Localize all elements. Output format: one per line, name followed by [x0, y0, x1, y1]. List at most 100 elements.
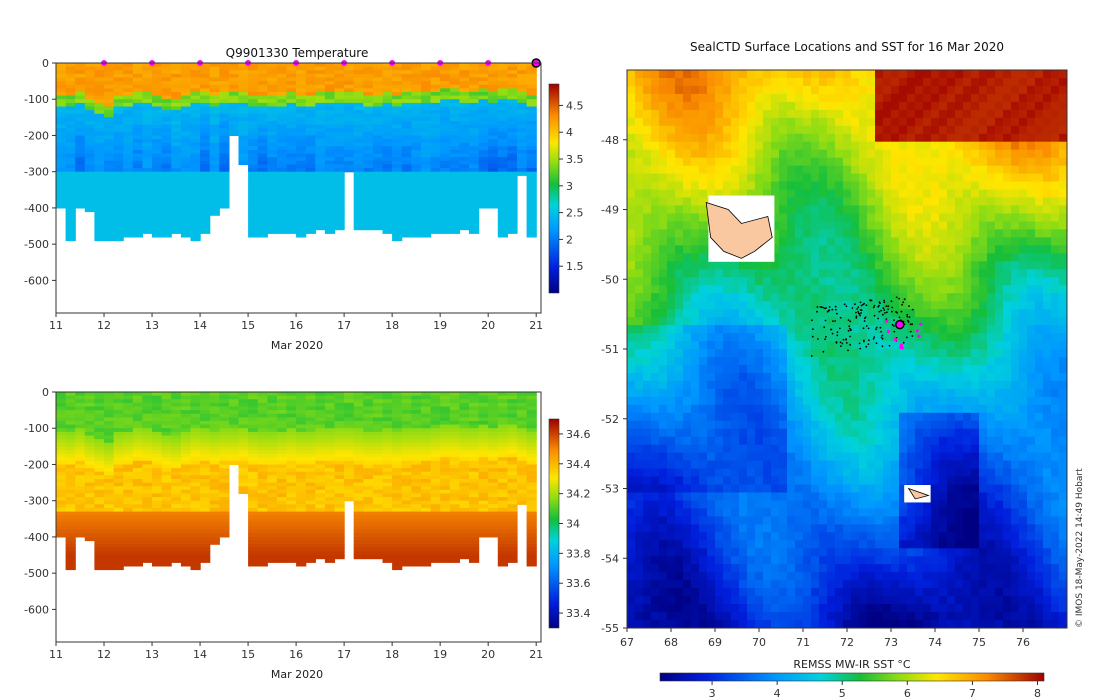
section-cell	[200, 453, 211, 458]
section-cell	[248, 421, 259, 426]
section-cell	[228, 131, 240, 136]
section-cell	[459, 413, 470, 418]
sst-cell	[939, 70, 948, 79]
section-cell	[132, 442, 143, 447]
section-cell	[449, 421, 460, 426]
section-cell	[161, 442, 172, 447]
section-cell	[392, 175, 403, 180]
sst-cell	[931, 117, 940, 127]
section-cell	[324, 153, 336, 158]
section-cell	[507, 421, 518, 426]
section-cell	[411, 529, 422, 534]
section-cell	[248, 417, 259, 422]
sst-cell	[659, 85, 668, 95]
section-cell	[152, 131, 163, 136]
section-cell	[401, 121, 412, 126]
section-cell	[382, 431, 393, 437]
section-cell	[257, 81, 268, 86]
sst-cell	[891, 109, 900, 119]
sst-cell	[699, 109, 708, 119]
section-cell	[353, 186, 364, 191]
section-cell	[123, 507, 134, 513]
section-cell	[200, 475, 211, 480]
section-cell	[401, 479, 412, 484]
section-cell	[286, 504, 297, 509]
section-cell	[478, 66, 489, 71]
section-cell	[440, 84, 451, 89]
section-cell	[200, 497, 211, 502]
section-cell	[94, 197, 105, 202]
section-cell	[142, 66, 153, 71]
section-cell	[248, 215, 259, 220]
section-cell	[478, 160, 489, 165]
section-cell	[459, 95, 470, 100]
sst-cell	[659, 70, 668, 79]
section-cell	[257, 153, 268, 158]
section-cell	[56, 153, 67, 158]
section-cell	[497, 207, 508, 213]
section-cell	[353, 160, 364, 165]
section-cell	[430, 77, 441, 82]
section-cell	[382, 479, 393, 484]
section-cell	[382, 399, 393, 404]
section-cell	[94, 215, 105, 220]
section-cell	[401, 424, 412, 429]
section-cell	[507, 410, 518, 415]
section-cell	[526, 507, 537, 513]
sst-cell	[859, 93, 868, 103]
sst-cell	[1003, 85, 1012, 95]
section-cell	[421, 121, 432, 126]
section-cell	[411, 211, 422, 216]
section-cell	[123, 402, 134, 408]
section-cell	[305, 551, 316, 556]
section-cell	[94, 110, 105, 115]
section-cell	[94, 182, 105, 187]
section-cell	[440, 211, 451, 216]
section-cell	[344, 471, 355, 476]
section-cell	[382, 493, 393, 498]
section-cell	[84, 421, 95, 426]
section-cell	[382, 135, 393, 140]
section-cell	[449, 160, 460, 165]
section-cell	[248, 453, 259, 458]
section-cell	[353, 99, 364, 104]
section-cell	[449, 533, 460, 538]
section-cell	[392, 529, 403, 534]
sst-cell	[891, 78, 900, 87]
sst-cell	[947, 93, 956, 103]
section-cell	[276, 146, 288, 151]
sst-cell	[699, 78, 708, 87]
section-cell	[276, 555, 288, 560]
section-cell	[334, 218, 345, 223]
section-cell	[219, 511, 230, 516]
section-cell	[305, 81, 316, 86]
section-cell	[286, 482, 297, 487]
section-cell	[305, 135, 316, 140]
section-cell	[334, 410, 345, 415]
section-cell	[171, 189, 182, 194]
section-cell	[219, 113, 230, 118]
section-cell	[248, 518, 259, 523]
section-cell	[161, 171, 172, 176]
section-cell	[459, 479, 470, 484]
section-cell	[305, 197, 316, 202]
section-cell	[161, 110, 172, 115]
section-cell	[228, 431, 240, 437]
section-cell	[382, 435, 393, 440]
section-cell	[75, 102, 86, 108]
sst-cell	[795, 70, 804, 79]
sst-cell	[635, 85, 644, 95]
section-cell	[75, 428, 86, 433]
section-cell	[449, 450, 460, 455]
section-cell	[56, 526, 67, 531]
section-cell	[421, 193, 432, 198]
sst-cell	[1035, 85, 1044, 95]
section-cell	[372, 168, 384, 173]
section-cell	[228, 81, 240, 86]
section-cell	[344, 424, 355, 429]
section-cell	[469, 395, 480, 400]
section-cell	[171, 70, 182, 75]
section-cell	[267, 475, 278, 480]
section-cell	[517, 446, 528, 451]
section-cell	[401, 533, 412, 538]
